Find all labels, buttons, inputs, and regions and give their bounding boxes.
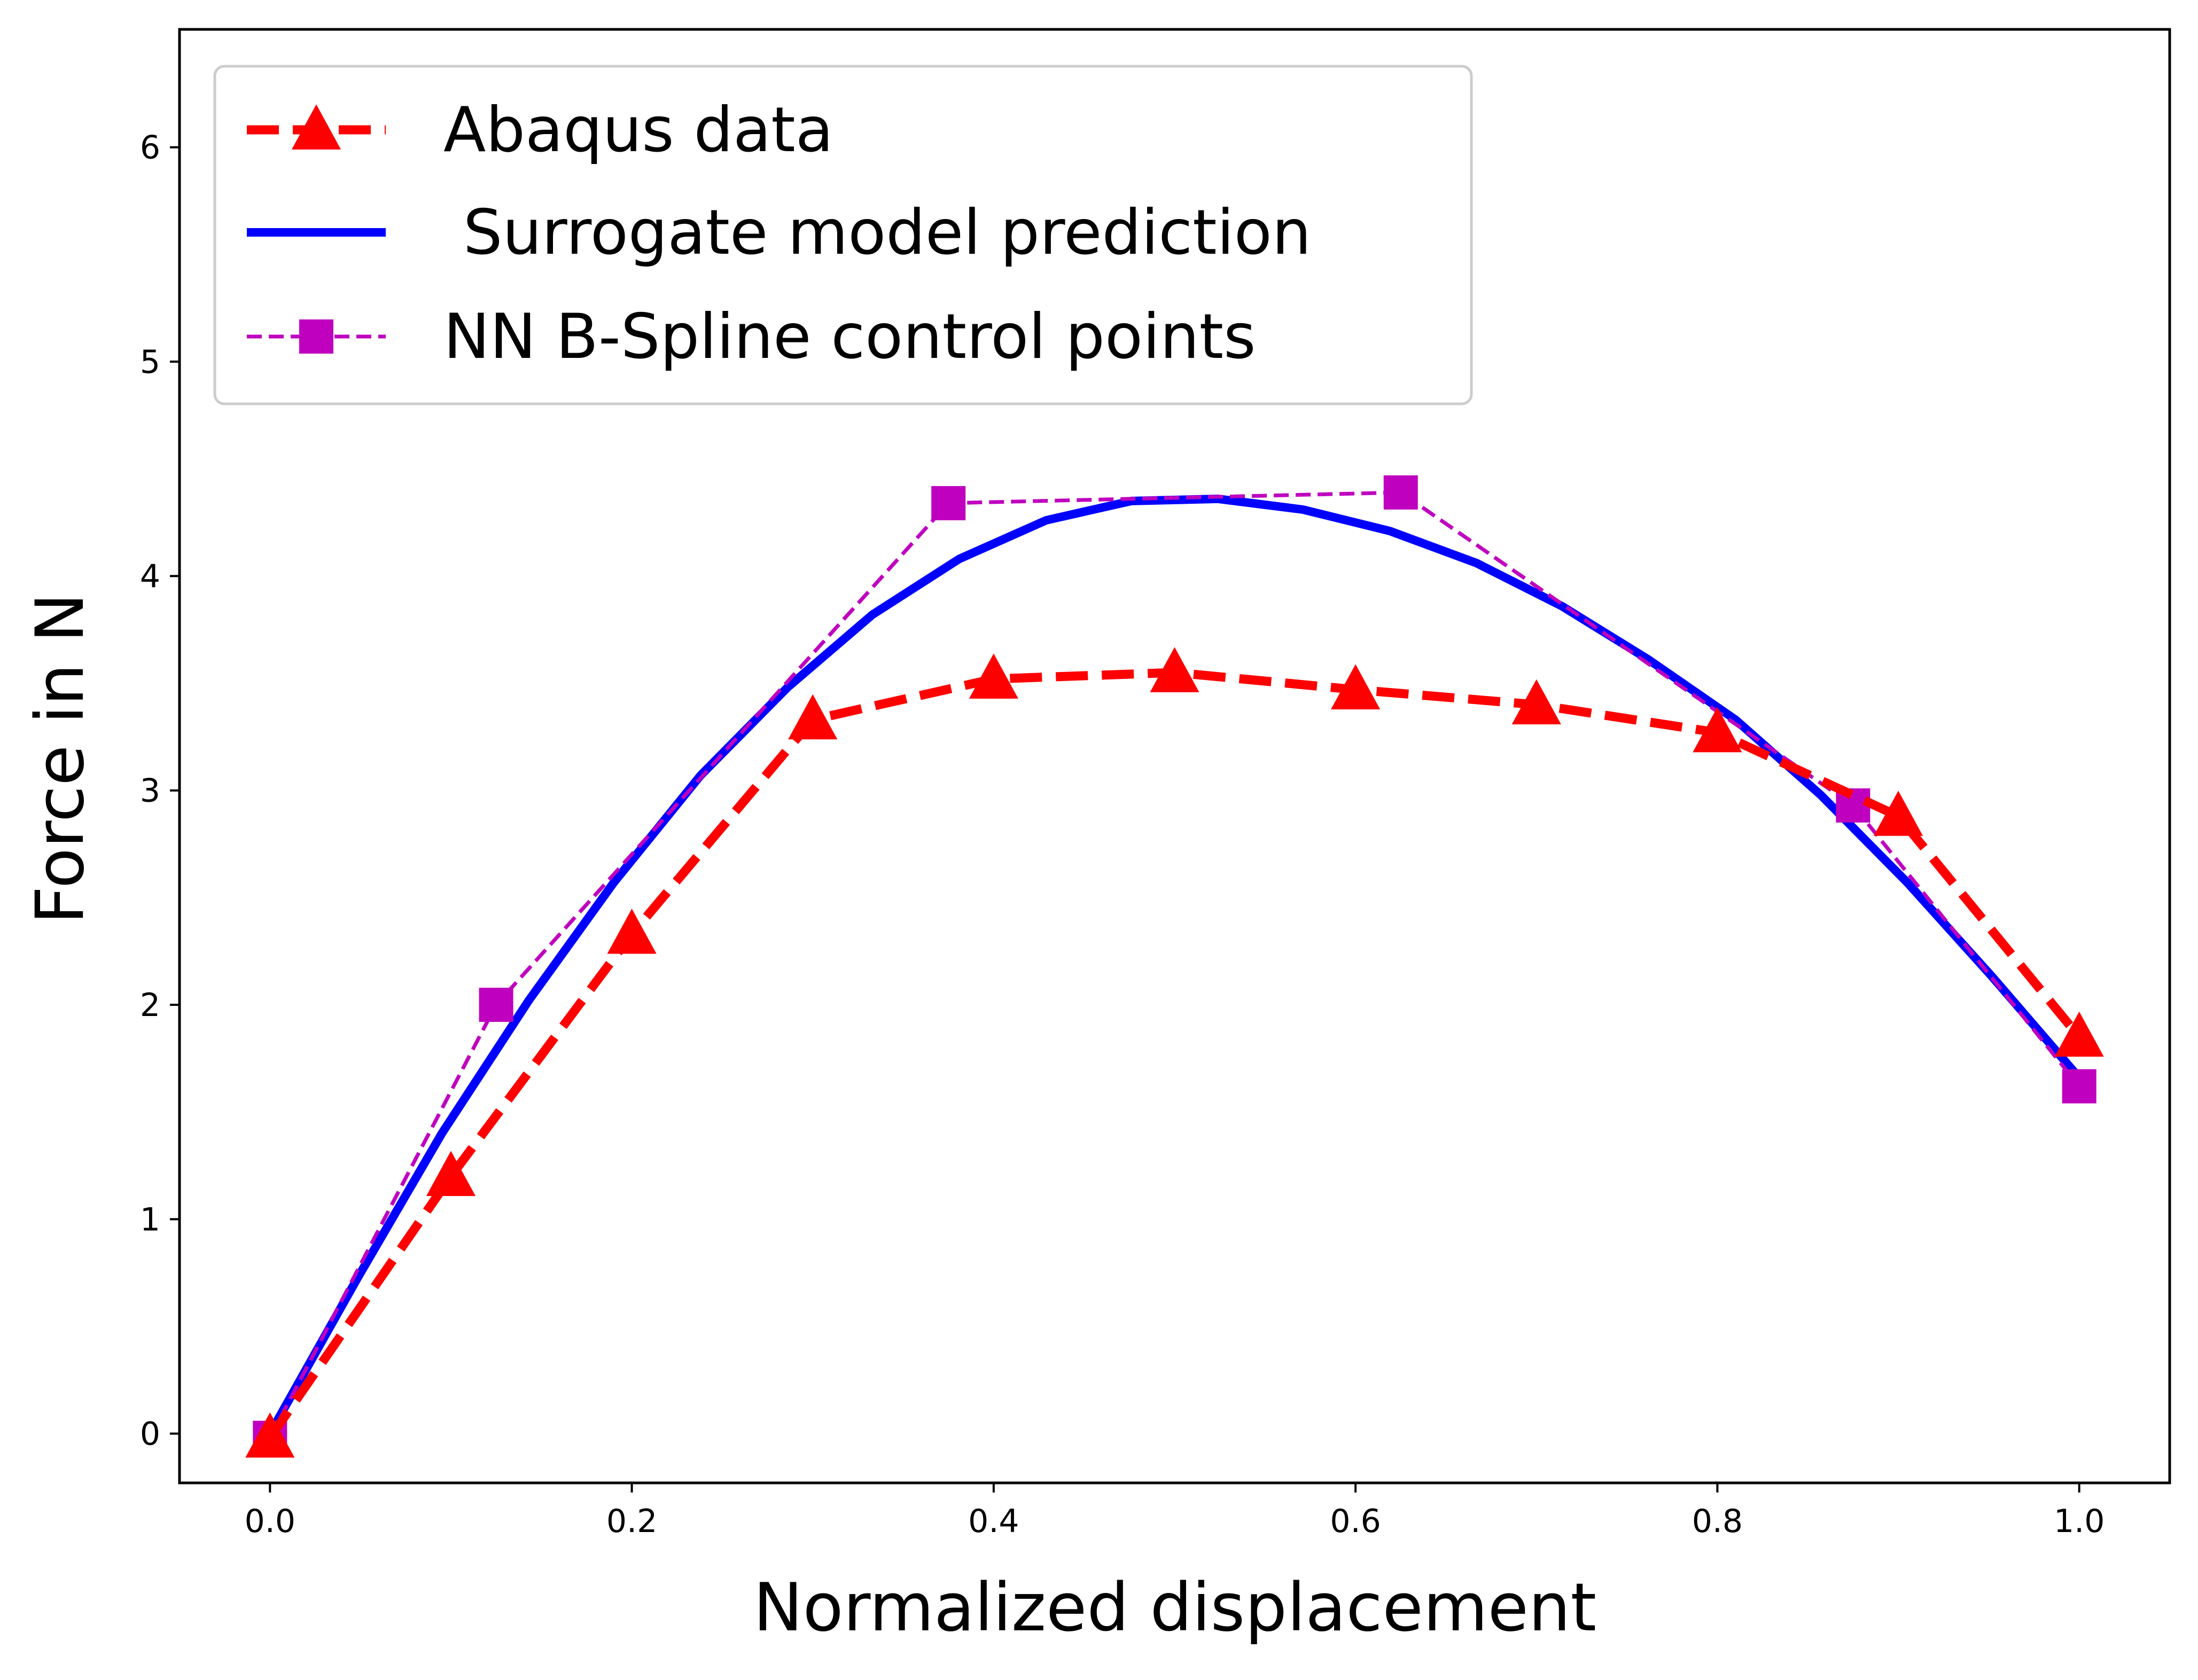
data-point-marker [1383, 475, 1418, 510]
data-point-marker [931, 486, 966, 520]
data-point-marker [607, 908, 657, 954]
legend-frame [213, 65, 1473, 405]
y-axis-title: Force in N [22, 593, 99, 924]
x-axis-title: Normalized displacement [753, 1569, 1596, 1646]
legend-label: Abaqus data [443, 94, 833, 166]
y-tick-label: 0 [140, 1416, 160, 1453]
data-point-marker [1511, 679, 1561, 725]
series-1 [266, 494, 2083, 1436]
x-tick-label: 0.0 [245, 1503, 295, 1540]
y-tick-label: 4 [140, 558, 160, 595]
tick-layer: 0.0 0.2 0.4 0.6 0.8 1.0 0 1 2 3 4 5 6 [140, 129, 2105, 1540]
data-point-marker [2062, 1069, 2096, 1104]
data-point-marker [1693, 707, 1742, 753]
y-tick-label: 3 [140, 772, 160, 810]
data-point-marker [426, 1151, 476, 1196]
x-tick-label: 0.4 [968, 1503, 1019, 1540]
data-point-marker [788, 694, 838, 740]
legend: Abaqus data Surrogate model prediction NN… [213, 65, 1473, 405]
legend-marker-sample [291, 104, 341, 150]
y-tick-label: 5 [140, 343, 160, 381]
series-2 [253, 475, 2096, 1455]
data-point-marker [1150, 647, 1199, 692]
x-tick-label: 1.0 [2054, 1503, 2105, 1540]
x-tick-label: 0.6 [1330, 1503, 1381, 1540]
data-point-marker [245, 1412, 295, 1458]
series-line [268, 490, 2081, 1439]
x-tick-label: 0.8 [1692, 1503, 1743, 1540]
y-tick-label: 6 [140, 129, 160, 167]
x-tick-label: 0.2 [606, 1503, 657, 1540]
series-0 [245, 647, 2104, 1458]
data-point-marker [2054, 1011, 2104, 1057]
series-layer [245, 475, 2104, 1458]
axes-frame [178, 28, 2171, 1484]
data-point-marker [479, 988, 513, 1022]
y-tick-label: 1 [140, 1201, 160, 1238]
legend-marker-sample [299, 319, 333, 354]
legend-item: Surrogate model prediction [247, 197, 1311, 269]
data-point-marker [969, 653, 1018, 699]
legend-item: Abaqus data [247, 94, 833, 166]
y-tick-label: 2 [140, 987, 160, 1024]
legend-label: Surrogate model prediction [443, 197, 1311, 269]
data-point-marker [1873, 791, 1923, 836]
data-point-marker [1331, 664, 1381, 709]
legend-items: Abaqus data Surrogate model prediction NN… [247, 94, 1311, 373]
legend-item: NN B-Spline control points [247, 301, 1256, 373]
series-line [266, 494, 2083, 1436]
legend-label: NN B-Spline control points [443, 301, 1256, 373]
